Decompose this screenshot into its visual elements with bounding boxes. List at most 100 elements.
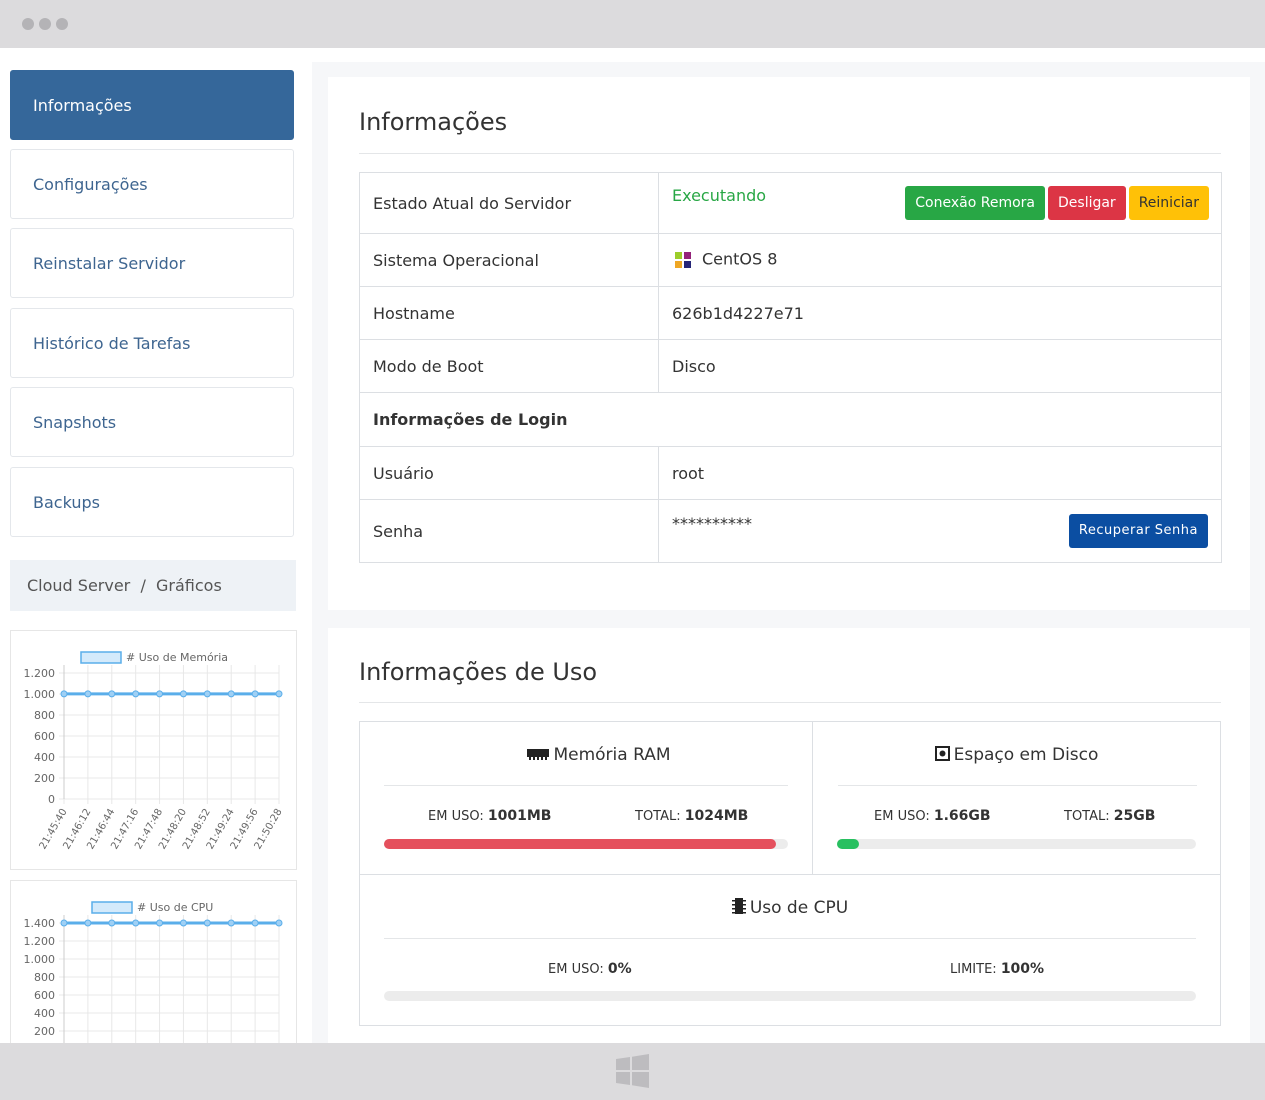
y-tick-label: 400 <box>34 1007 55 1020</box>
stat-label: LIMITE: <box>950 962 997 977</box>
row-label: Estado Atual do Servidor <box>359 172 659 234</box>
divider <box>838 785 1197 786</box>
button[interactable]: Reiniciar <box>1128 186 1209 220</box>
card-title-text: Uso de CPU <box>749 898 849 918</box>
stat-label: EM USO: <box>428 809 484 824</box>
data-point <box>203 690 211 698</box>
progress-fill <box>837 839 859 849</box>
y-tick-label: 200 <box>34 1025 55 1038</box>
button[interactable]: Recuperar Senha <box>1068 514 1208 548</box>
table-row: Modo de Boot Disco <box>359 339 1222 393</box>
table-row: Informações de Login <box>359 392 1222 447</box>
data-point <box>108 690 116 698</box>
stat-value: 1024MB <box>684 808 749 824</box>
menu-item[interactable]: Configurações <box>10 149 294 219</box>
legend-label: # Uso de CPU <box>137 901 213 914</box>
legend-swatch <box>80 651 122 664</box>
y-tick-label: 1.400 <box>24 917 56 930</box>
data-point <box>203 919 211 927</box>
y-tick-label: 200 <box>34 772 55 785</box>
section-title: Informações de Uso <box>359 658 598 686</box>
menu-item[interactable]: Snapshots <box>10 387 294 457</box>
y-tick-label: 800 <box>34 971 55 984</box>
y-tick-label: 1.200 <box>24 935 56 948</box>
menu-item[interactable]: Informações <box>10 70 294 140</box>
data-point <box>179 690 187 698</box>
row-value: ********** Recuperar Senha <box>658 499 1222 563</box>
card-title-text: Memória RAM <box>553 745 671 765</box>
table-row: Usuário root <box>359 446 1222 500</box>
chart: # Uso de Memória02004006008001.0001.2002… <box>24 651 285 851</box>
stat-label: TOTAL: <box>635 809 681 824</box>
stat-value: 25GB <box>1113 808 1156 824</box>
chart-box: # Uso de Memória 0 200 400 600 800 1.000 1.200 2… <box>10 630 297 870</box>
y-tick-label: 1.000 <box>24 953 56 966</box>
windows-icon[interactable] <box>616 1054 650 1088</box>
button[interactable]: Conexão Remora <box>905 186 1045 220</box>
data-point <box>108 919 116 927</box>
row-value: Executando Conexão Remora Desligar Reinici… <box>658 172 1222 234</box>
data-point <box>156 919 164 927</box>
chart: # Uso de CPU 200 400 600 800 1.000 1.200 1.400 <box>24 901 283 1054</box>
section-title: Informações <box>359 108 508 136</box>
card-title: Espaço em Disco <box>813 745 1220 765</box>
data-point <box>132 919 140 927</box>
row-label: Modo de Boot <box>359 339 659 393</box>
y-tick-label: 600 <box>34 989 55 1002</box>
stat-label: EM USO: <box>874 809 930 824</box>
data-point <box>179 919 187 927</box>
breadcrumb-item[interactable]: Cloud Server <box>27 576 131 595</box>
divider <box>812 722 813 874</box>
data-point <box>275 919 283 927</box>
section-header: Informações de Login <box>359 392 1222 447</box>
row-label: Senha <box>359 499 659 563</box>
menu-item[interactable]: Reinstalar Servidor <box>10 228 294 298</box>
row-value: root <box>658 446 1222 500</box>
cpu-icon <box>731 898 746 914</box>
menu-item[interactable]: Backups <box>10 467 294 537</box>
divider <box>359 702 1221 703</box>
menu-item[interactable]: Histórico de Tarefas <box>10 308 294 378</box>
table-row: Hostname 626b1d4227e71 <box>359 286 1222 340</box>
y-tick-label: 1.000 <box>24 688 56 701</box>
info-panel: Informações Estado Atual do Servidor Exe… <box>328 77 1250 610</box>
stat: EM USO: 0% <box>548 961 632 977</box>
y-tick-label: 0 <box>48 793 55 806</box>
row-value: 626b1d4227e71 <box>658 286 1222 340</box>
data-point <box>227 690 235 698</box>
card-title: Uso de CPU <box>360 897 1220 918</box>
usage-panel: Informações de Uso <box>328 628 1250 1044</box>
progress-fill <box>384 839 776 849</box>
legend-label: # Uso de Memória <box>126 651 228 664</box>
divider <box>384 785 788 786</box>
data-point <box>227 919 235 927</box>
row-value: CentOS 8 <box>658 233 1222 287</box>
divider <box>360 874 1220 875</box>
table-row: Sistema Operacional CentOS 8 <box>359 233 1222 287</box>
data-point <box>84 690 92 698</box>
card-title: Memória RAM <box>360 745 838 765</box>
button[interactable]: Desligar <box>1048 186 1126 220</box>
divider <box>384 938 1196 939</box>
stat-value: 100% <box>1000 961 1045 977</box>
data-point <box>156 690 164 698</box>
os-name: CentOS 8 <box>702 249 778 269</box>
breadcrumb-item: Gráficos <box>156 576 222 595</box>
row-label: Sistema Operacional <box>359 233 659 287</box>
stat-label: TOTAL: <box>1064 809 1110 824</box>
row-label: Hostname <box>359 286 659 340</box>
row-value: Disco <box>658 339 1222 393</box>
password: ********** <box>672 514 752 533</box>
ram-icon <box>527 749 550 760</box>
os-icon <box>675 252 691 268</box>
row-label: Usuário <box>359 446 659 500</box>
window-titlebar <box>0 0 1265 48</box>
stat: EM USO: 1001MB <box>428 808 551 824</box>
legend-swatch <box>91 901 133 914</box>
data-point <box>60 919 68 927</box>
progress-track <box>384 839 788 849</box>
window-dot <box>56 18 68 30</box>
progress-track <box>837 839 1196 849</box>
data-point <box>132 690 140 698</box>
stat: LIMITE: 100% <box>950 961 1044 977</box>
